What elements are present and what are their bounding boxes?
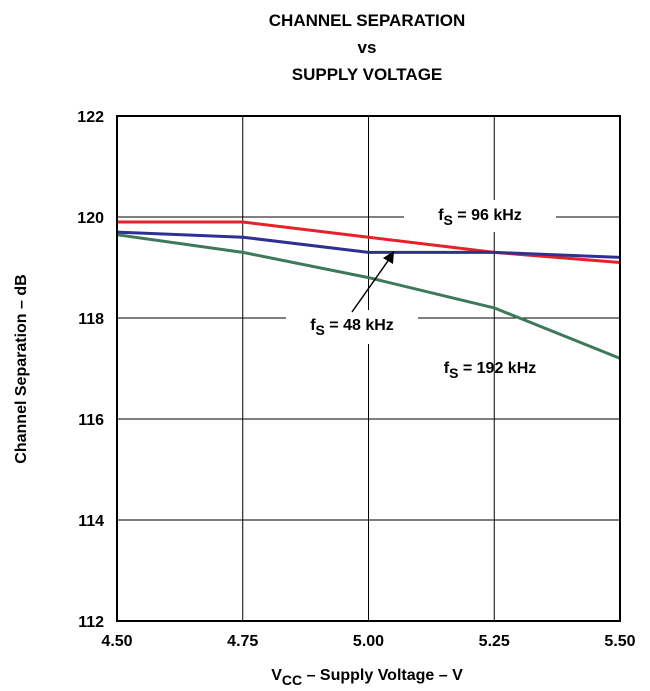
x-tick-label: 5.50 (604, 633, 635, 650)
series-annotation-2: fS = 192 kHz (444, 360, 537, 381)
series-line-0 (117, 220, 621, 264)
series-annotation-0: fS = 96 kHz (438, 207, 522, 228)
x-tick-label: 4.50 (101, 633, 132, 650)
annotation-bg-1 (286, 310, 418, 344)
y-tick-label: 116 (78, 412, 104, 429)
x-tick-label: 5.00 (353, 633, 384, 650)
y-tick-labels: 112 114 116 118 120 122 (77, 109, 104, 631)
y-tick-label: 114 (78, 513, 104, 530)
series-line-1 (116, 230, 621, 259)
x-axis-label-sub: CC (282, 672, 302, 688)
x-tick-label: 5.25 (479, 633, 510, 650)
plot-frame (116, 115, 621, 622)
arrow-48khz (351, 257, 391, 313)
y-tick-label: 118 (78, 311, 104, 328)
annotation-bg-0 (404, 200, 556, 232)
y-tick-label: 112 (78, 614, 104, 631)
y-tick-label: 120 (77, 210, 104, 227)
y-axis-label: Channel Separation – dB (13, 274, 30, 463)
title-line-1: CHANNEL SEPARATION (269, 11, 465, 30)
x-axis-label-suffix: – Supply Voltage – V (302, 667, 463, 684)
x-tick-labels: 4.50 4.75 5.00 5.25 5.50 (101, 633, 635, 650)
x-axis-label: VCC – Supply Voltage – V (271, 667, 463, 688)
y-tick-label: 122 (77, 109, 104, 126)
series-lines (116, 220, 621, 360)
series-line-2 (116, 233, 621, 360)
x-axis-label-prefix: V (271, 667, 282, 684)
chart-title: CHANNEL SEPARATION vs SUPPLY VOLTAGE (269, 11, 465, 84)
title-line-3: SUPPLY VOLTAGE (292, 65, 443, 84)
grid (116, 115, 621, 622)
series-annotation-1: fS = 48 kHz (310, 317, 394, 338)
x-tick-label: 4.75 (227, 633, 258, 650)
arrow-head-48khz (383, 251, 394, 264)
title-line-2: vs (358, 38, 377, 57)
annotations: fS = 96 kHz fS = 48 kHz fS = 192 kHz (286, 200, 556, 381)
